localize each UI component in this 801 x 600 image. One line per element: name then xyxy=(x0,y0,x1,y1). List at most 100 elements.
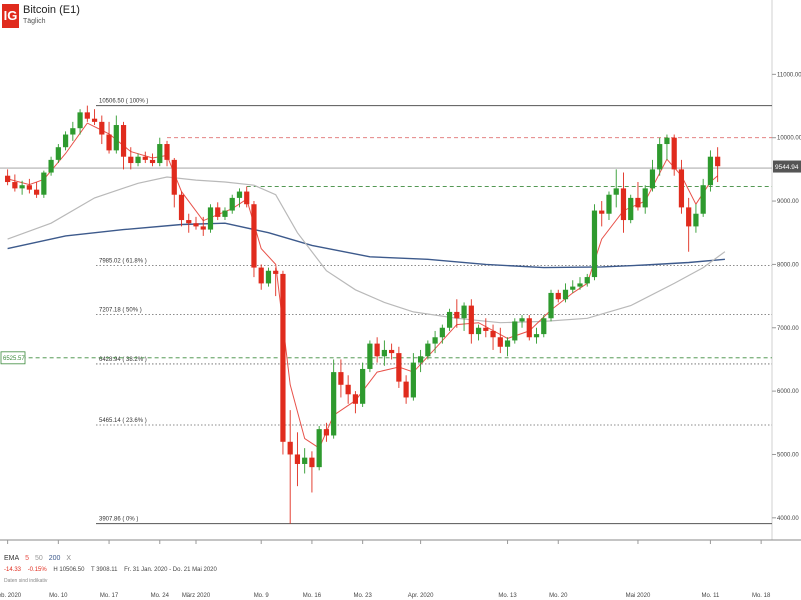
candle-body xyxy=(12,182,18,189)
x-tick-label: Mo. 16 xyxy=(303,593,322,599)
candle-body xyxy=(33,189,40,195)
candle-body xyxy=(468,305,474,335)
y-tick-label: 7000.00 xyxy=(777,326,799,332)
candle-body xyxy=(128,156,134,164)
y-tick-label: 5000.00 xyxy=(777,452,799,458)
candle-body xyxy=(323,429,330,436)
left-level-tag xyxy=(0,351,26,365)
candle-body xyxy=(77,112,83,129)
x-tick-label: Mo. 13 xyxy=(498,593,517,599)
fib-level-label: 7207.18 ( 50% ) xyxy=(99,308,142,314)
candle-body xyxy=(396,353,402,382)
candle-body xyxy=(352,394,359,404)
candle-body xyxy=(657,144,663,170)
candle-body xyxy=(410,362,416,398)
date-range: Fr. 31 Jan. 2020 - Do. 21 Mai 2020 xyxy=(124,567,217,573)
candle-body xyxy=(374,343,380,357)
legend-prefix: EMA xyxy=(4,555,20,562)
candle-body xyxy=(693,213,699,227)
candle-body xyxy=(200,226,206,230)
candle-body xyxy=(236,191,243,198)
candle-body xyxy=(541,318,547,335)
candle-body xyxy=(439,327,445,338)
candle-body xyxy=(649,169,656,189)
x-tick-label: Mo. 24 xyxy=(151,593,170,599)
y-tick-label: 4000.00 xyxy=(777,516,799,522)
candle-body xyxy=(635,197,641,208)
fib-level-label: 3907.86 ( 0% ) xyxy=(99,517,138,523)
ohlc-summary: -14.33 -0.15% H 10506.50 T 3908.11 Fr. 3… xyxy=(4,567,222,573)
y-axis: 11000.00 10000.00 9000.00 8000.00 7000.00 600… xyxy=(772,72,801,522)
candle-body xyxy=(512,321,518,341)
candle-body xyxy=(432,337,438,344)
candle-body xyxy=(164,144,170,160)
candle-body xyxy=(273,270,279,274)
candle-body xyxy=(475,327,482,335)
low-value: T 3908.11 xyxy=(90,567,118,573)
x-tick-label: Mo. 20 xyxy=(549,593,568,599)
candle-body xyxy=(620,188,627,221)
y-tick-label: 6000.00 xyxy=(777,389,799,395)
candle-body xyxy=(48,159,54,173)
candle-body xyxy=(244,191,250,205)
candle-body xyxy=(222,210,228,217)
ema200-line xyxy=(7,222,725,269)
candle-body xyxy=(526,318,532,338)
candle-body xyxy=(599,210,605,214)
candle-body xyxy=(331,372,337,436)
candle-body xyxy=(403,381,409,398)
left-level-label: 6525.57 xyxy=(3,356,25,362)
candle-body xyxy=(367,343,373,369)
candle-body xyxy=(302,457,308,464)
x-tick-label: Mo. 17 xyxy=(100,593,119,599)
chart-grid xyxy=(0,0,801,541)
y-tick-label: 8000.00 xyxy=(777,262,799,268)
change-value: -14.33 xyxy=(4,567,22,573)
x-tick-label: Mai 2020 xyxy=(626,593,651,599)
candle-body xyxy=(678,169,685,208)
candle-body xyxy=(519,318,525,322)
candle-body xyxy=(229,197,235,211)
candle-body xyxy=(389,349,395,354)
fib-level-label: 7985.02 ( 61.8% ) xyxy=(99,258,147,264)
candle-body xyxy=(548,292,554,319)
candle-body xyxy=(454,311,460,319)
candle-body xyxy=(19,185,25,189)
high-value: H 10506.50 xyxy=(53,567,85,573)
candle-body xyxy=(483,327,489,331)
y-tick-label: 9000.00 xyxy=(777,199,799,205)
candle-body xyxy=(55,147,61,160)
candle-body xyxy=(533,334,540,338)
legend-ema200[interactable]: 200 xyxy=(48,555,61,562)
candle-body xyxy=(171,159,177,195)
candle-body xyxy=(186,220,192,224)
candle-body xyxy=(142,156,148,160)
candle-body xyxy=(606,194,612,214)
y-tick-label: 10000.00 xyxy=(777,136,801,142)
candle-body xyxy=(84,112,90,119)
candle-body xyxy=(26,185,32,190)
x-tick-label: März 2020 xyxy=(182,593,211,599)
candle-body xyxy=(280,273,286,442)
candle-body xyxy=(91,118,98,122)
candle-body xyxy=(446,311,453,328)
candle-body xyxy=(686,207,692,227)
candlesticks xyxy=(5,105,721,524)
fib-level-label: 10506.50 ( 100% ) xyxy=(99,99,148,105)
x-tick-label: Mo. 18 xyxy=(752,593,771,599)
disclaimer-note: Daten sind indikativ xyxy=(4,578,48,584)
candle-body xyxy=(570,286,576,290)
current-price-tag xyxy=(773,160,801,173)
candle-body xyxy=(309,457,315,468)
indicator-legend: EMA 5 50 200 X xyxy=(4,555,75,562)
legend-ema5[interactable]: 5 xyxy=(25,555,30,562)
timeframe-label: Täglich xyxy=(23,18,46,25)
legend-ema50[interactable]: 50 xyxy=(34,555,43,562)
candle-body xyxy=(715,156,721,167)
fib-level-label: 5465.14 ( 23.6% ) xyxy=(99,418,147,424)
candle-body xyxy=(707,156,714,186)
candle-body xyxy=(642,188,648,208)
legend-close-icon[interactable]: X xyxy=(66,555,72,562)
candle-body xyxy=(193,223,199,227)
